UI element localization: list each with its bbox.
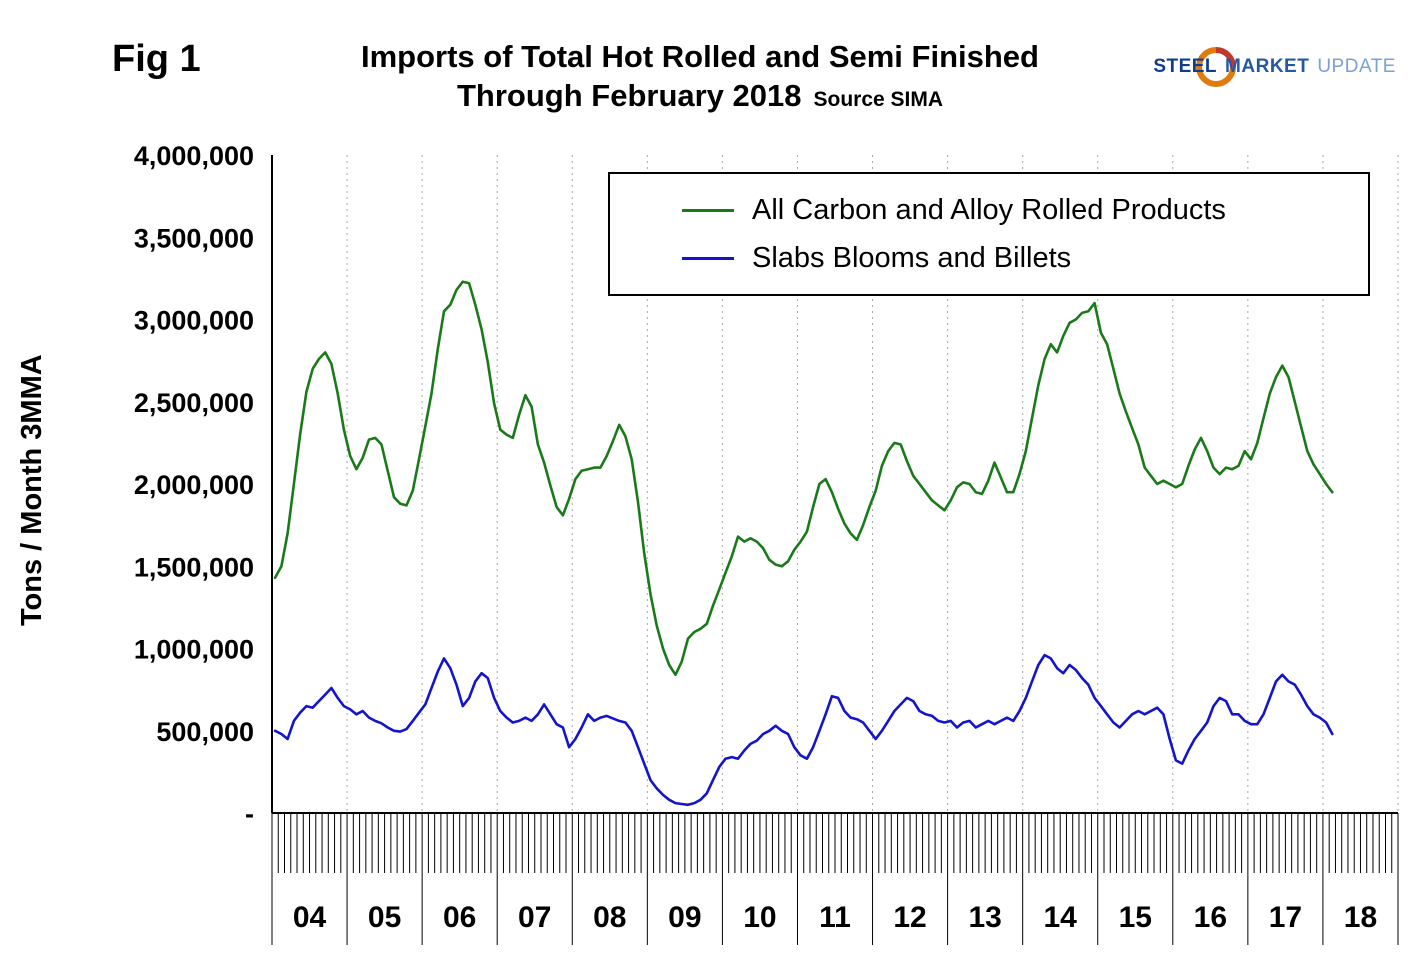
svg-text:16: 16 — [1194, 901, 1227, 934]
source-label: Source SIMA — [813, 87, 944, 111]
logo-swirl-icon — [1196, 47, 1237, 87]
svg-text:11: 11 — [819, 901, 851, 934]
legend-item-rolled-products: All Carbon and Alloy Rolled Products — [682, 190, 1358, 230]
legend-line-green-icon — [682, 208, 734, 212]
svg-text:17: 17 — [1269, 901, 1302, 934]
svg-text:14: 14 — [1044, 901, 1078, 934]
svg-text:07: 07 — [518, 901, 551, 934]
legend-label-slabs: Slabs Blooms and Billets — [752, 241, 1072, 274]
svg-text:05: 05 — [368, 901, 401, 934]
svg-text:06: 06 — [443, 901, 476, 934]
svg-text:-: - — [245, 799, 254, 829]
logo-text-update: UPDATE — [1317, 56, 1396, 77]
chart-title: Imports of Total Hot Rolled and Semi Fin… — [250, 38, 1150, 116]
svg-text:10: 10 — [743, 901, 776, 934]
svg-text:4,000,000: 4,000,000 — [134, 141, 254, 171]
svg-text:04: 04 — [293, 901, 327, 934]
legend: All Carbon and Alloy Rolled Products Sla… — [608, 172, 1370, 296]
svg-text:12: 12 — [893, 901, 926, 934]
chart-title-line1: Imports of Total Hot Rolled and Semi Fin… — [360, 39, 1039, 74]
svg-text:18: 18 — [1344, 901, 1377, 934]
svg-text:08: 08 — [593, 901, 626, 934]
svg-text:1,000,000: 1,000,000 — [134, 635, 254, 665]
figure-label: Fig 1 — [112, 38, 201, 80]
svg-text:2,500,000: 2,500,000 — [134, 388, 254, 418]
logo-text-market: MARKET — [1225, 56, 1310, 77]
svg-text:500,000: 500,000 — [156, 717, 254, 747]
svg-text:13: 13 — [968, 901, 1001, 934]
svg-text:2,000,000: 2,000,000 — [134, 470, 254, 500]
svg-text:3,500,000: 3,500,000 — [134, 223, 254, 253]
logo-text-steel: STEEL — [1153, 56, 1218, 77]
svg-text:1,500,000: 1,500,000 — [134, 552, 254, 582]
svg-text:3,000,000: 3,000,000 — [134, 306, 254, 336]
legend-item-slabs: Slabs Blooms and Billets — [682, 238, 1358, 278]
legend-line-blue-icon — [682, 256, 734, 260]
smu-logo: STEEL MARKET UPDATE — [1153, 47, 1396, 87]
chart-title-line2: Through February 2018 Source SIMA — [250, 77, 1150, 116]
svg-text:09: 09 — [668, 901, 701, 934]
chart-title-line2-text: Through February 2018 — [456, 77, 802, 113]
legend-label-rolled-products: All Carbon and Alloy Rolled Products — [752, 193, 1226, 226]
svg-text:15: 15 — [1119, 901, 1152, 934]
